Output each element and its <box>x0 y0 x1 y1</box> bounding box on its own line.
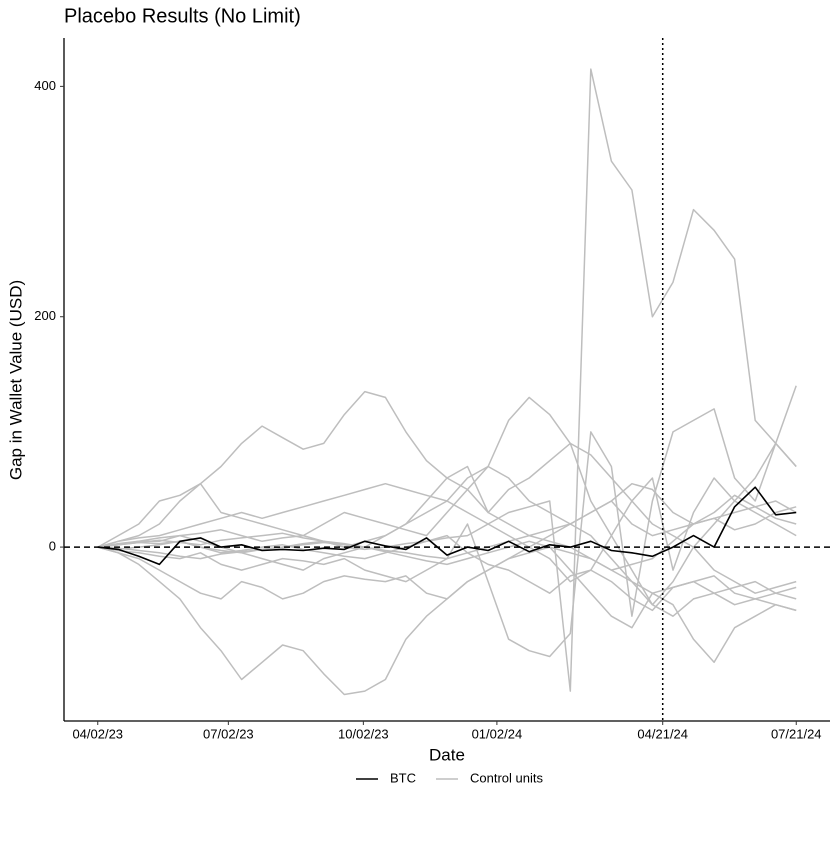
control-line <box>97 546 797 664</box>
x-tick-label: 04/02/23 <box>72 726 123 741</box>
chart-title: Placebo Results (No Limit) <box>64 5 301 27</box>
control-line <box>97 442 797 594</box>
y-tick-label: 400 <box>34 78 56 93</box>
control-line <box>97 385 797 606</box>
control-line <box>97 534 797 612</box>
control-line <box>97 477 797 583</box>
plot-area: 0 200 400 04/02/23 07/02/23 10/02/23 01/02/24 0… <box>34 38 830 741</box>
y-tick-label: 200 <box>34 308 56 323</box>
legend-label: BTC <box>390 770 416 785</box>
x-tick-label: 10/02/23 <box>338 726 389 741</box>
control-line <box>97 494 797 571</box>
control-line <box>97 68 797 692</box>
x-tick-label: 07/02/23 <box>203 726 254 741</box>
x-axis-label: Date <box>429 745 465 764</box>
x-tick-label: 07/21/24 <box>771 726 822 741</box>
legend-label: Control units <box>470 770 543 785</box>
y-tick-label: 0 <box>49 539 56 554</box>
series-line <box>97 486 797 566</box>
x-tick-label: 04/21/24 <box>637 726 688 741</box>
control-line <box>97 500 797 560</box>
x-tick-label: 01/02/24 <box>472 726 523 741</box>
control-line <box>97 465 797 617</box>
y-axis-label: Gap in Wallet Value (USD) <box>6 280 25 480</box>
control-line <box>97 482 797 696</box>
legend: BTC Control units <box>356 770 543 785</box>
